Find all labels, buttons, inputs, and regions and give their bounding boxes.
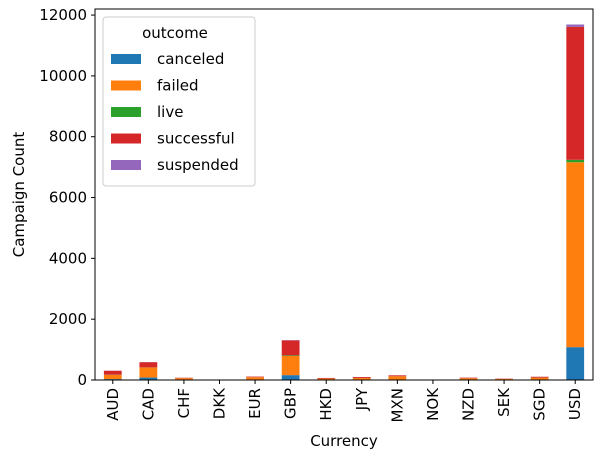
y-tick-label: 12000 — [39, 6, 87, 24]
legend-label-canceled: canceled — [157, 50, 224, 68]
bar-usd-canceled — [566, 347, 585, 380]
bar-eur-failed — [246, 377, 264, 380]
y-tick-label: 6000 — [49, 189, 87, 207]
y-tick-label: 4000 — [49, 249, 87, 267]
bar-cad-successful — [139, 362, 158, 368]
y-axis: 0 2000 4000 6000 8000 10000 12000 — [39, 6, 95, 389]
bar-nzd-failed — [459, 378, 478, 380]
bar-hkd-failed — [317, 378, 336, 380]
x-tick-label-jpy: JPY — [353, 387, 371, 411]
bar-jpy-failed — [352, 378, 371, 380]
y-tick-label: 8000 — [49, 128, 87, 146]
legend: outcome canceled failed live successful susp… — [102, 16, 256, 187]
x-tick-label-hkd: HKD — [317, 388, 335, 421]
legend-swatch-failed — [111, 80, 141, 91]
x-tick-label-eur: EUR — [246, 388, 264, 419]
legend-swatch-canceled — [111, 54, 141, 64]
bar-eur-successful — [246, 376, 264, 378]
x-axis: AUD CAD CHF DKK EUR GBP HKD JPY MXN NOK NZD SEK SGD U… — [104, 380, 584, 422]
x-tick-label-dkk: DKK — [211, 387, 229, 419]
y-tick-label: 10000 — [39, 67, 87, 85]
x-tick-label-aud: AUD — [104, 388, 122, 421]
bar-usd-suspended — [566, 24, 585, 27]
bar-usd-failed — [566, 162, 585, 348]
bar-aud-successful — [103, 370, 122, 375]
legend-label-live: live — [157, 103, 183, 121]
bars-layer — [103, 24, 585, 380]
bar-usd-successful — [566, 26, 585, 160]
x-tick-label-chf: CHF — [175, 388, 193, 418]
bar-gbp-canceled — [281, 375, 300, 380]
legend-label-suspended: suspended — [157, 156, 239, 174]
y-tick-label: 0 — [77, 371, 87, 389]
x-tick-label-sgd: SGD — [531, 388, 549, 421]
legend-swatch-successful — [111, 133, 141, 144]
bar-cad-canceled — [139, 377, 158, 380]
legend-title: outcome — [142, 24, 208, 42]
legend-label-failed: failed — [157, 77, 199, 95]
bar-mxn-failed — [388, 376, 407, 380]
bar-chf-failed — [175, 378, 193, 380]
legend-label-successful: successful — [157, 130, 235, 148]
legend-swatch-suspended — [111, 160, 141, 170]
x-tick-label-mxn: MXN — [388, 388, 406, 422]
x-tick-label-usd: USD — [566, 388, 584, 420]
bar-sek-failed — [495, 379, 513, 380]
bar-aud-failed — [103, 374, 122, 380]
bar-hkd-successful — [317, 377, 336, 379]
x-tick-label-gbp: GBP — [282, 388, 300, 419]
x-tick-label-nzd: NZD — [460, 388, 478, 421]
y-axis-title: Campaign Count — [10, 132, 28, 258]
bar-jpy-successful — [352, 377, 371, 378]
bar-gbp-failed — [281, 355, 300, 376]
x-tick-label-nok: NOK — [424, 387, 442, 421]
legend-swatch-live — [111, 107, 141, 117]
plot-frame — [94, 8, 594, 381]
bar-nzd-successful — [459, 377, 478, 379]
x-tick-label-cad: CAD — [139, 388, 157, 420]
bar-gbp-successful — [281, 340, 300, 356]
bar-cad-failed — [139, 367, 158, 378]
y-tick-label: 2000 — [49, 310, 87, 328]
bar-gbp-live — [281, 355, 300, 356]
x-axis-title: Currency — [310, 432, 378, 450]
bar-mxn-successful — [388, 375, 407, 377]
bar-sgd-successful — [530, 376, 549, 378]
x-tick-label-sek: SEK — [495, 387, 513, 417]
bar-usd-live — [566, 159, 585, 163]
bar-sgd-failed — [530, 377, 549, 380]
